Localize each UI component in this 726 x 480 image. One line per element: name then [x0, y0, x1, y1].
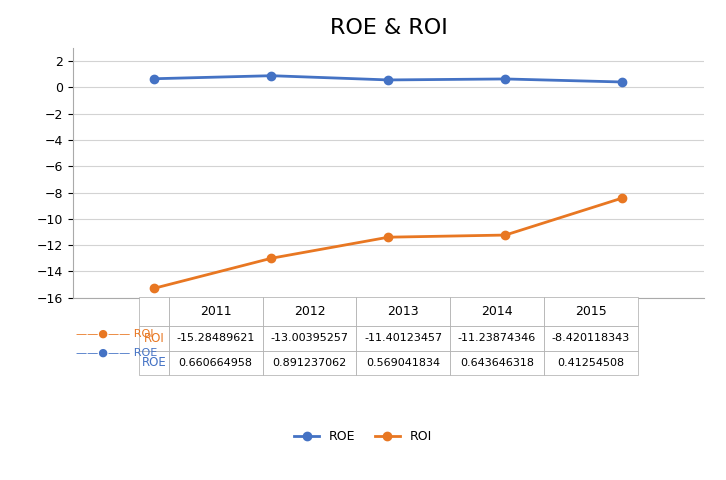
Legend: ROE, ROI: ROE, ROI	[289, 425, 437, 448]
ROE	[618, 79, 627, 85]
Line: ROI: ROI	[150, 194, 627, 292]
ROE	[501, 76, 510, 82]
ROE	[150, 76, 159, 82]
ROI	[501, 232, 510, 238]
Text: ——●—— ROI: ——●—— ROI	[76, 329, 154, 338]
ROI	[384, 234, 393, 240]
ROI	[150, 285, 159, 291]
ROI	[618, 195, 627, 201]
Line: ROE: ROE	[150, 72, 627, 86]
Text: ——●—— ROE: ——●—— ROE	[76, 348, 158, 358]
ROE	[384, 77, 393, 83]
ROE	[267, 73, 276, 79]
Title: ROE & ROI: ROE & ROI	[330, 18, 447, 38]
ROI	[267, 255, 276, 261]
